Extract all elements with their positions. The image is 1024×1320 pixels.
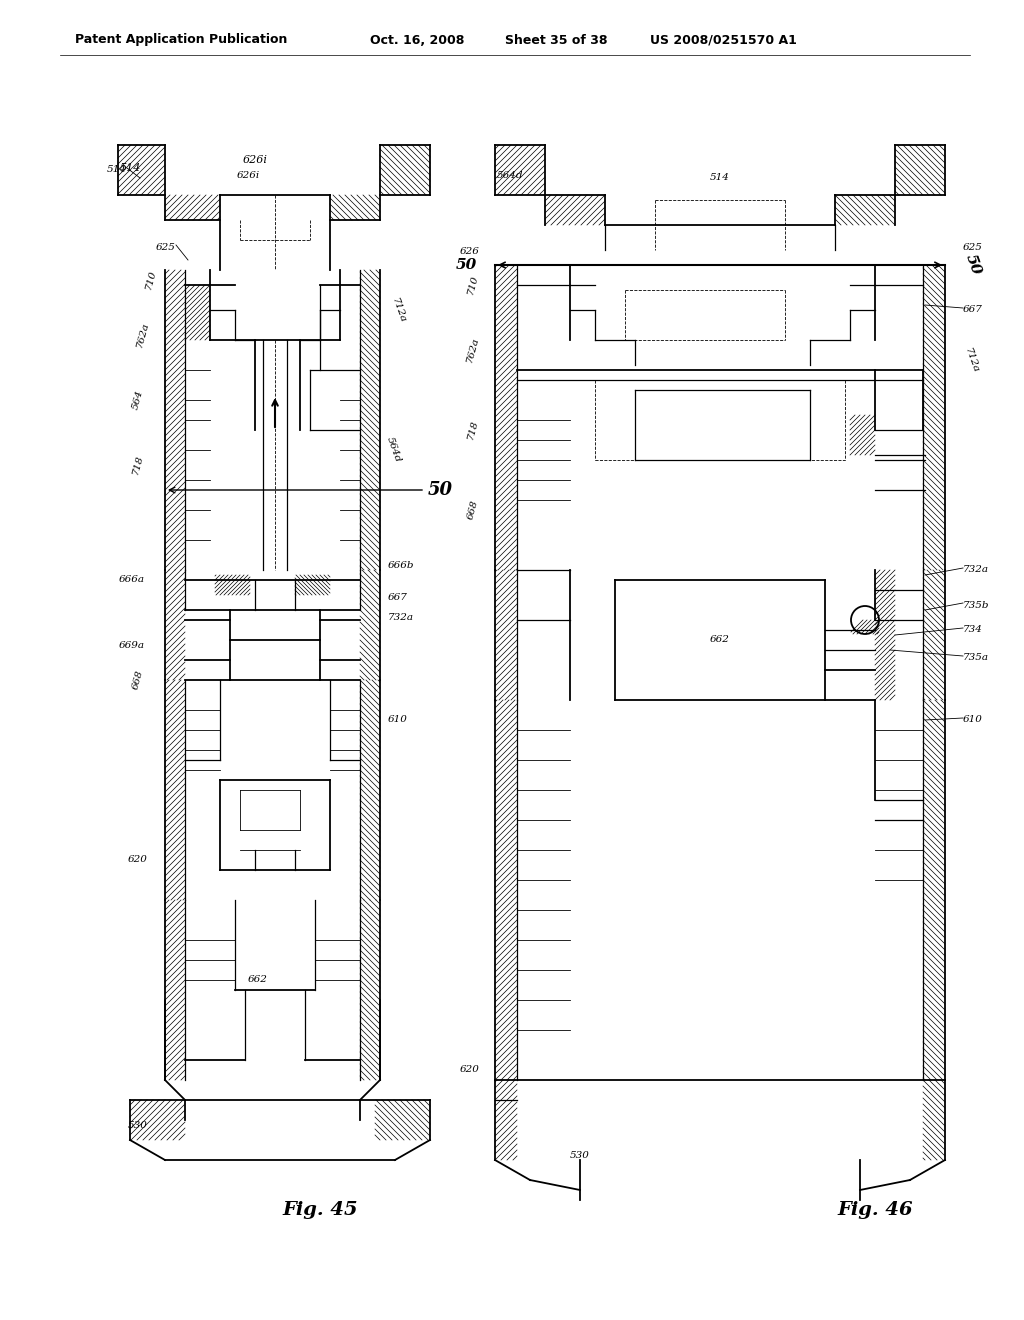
- Text: Oct. 16, 2008: Oct. 16, 2008: [370, 33, 464, 46]
- Text: 620: 620: [128, 855, 148, 865]
- Text: 50: 50: [963, 252, 983, 277]
- Text: 626i: 626i: [237, 170, 260, 180]
- Text: 610: 610: [388, 715, 408, 725]
- Text: Fig. 45: Fig. 45: [283, 1201, 357, 1218]
- Text: 662: 662: [710, 635, 730, 644]
- Text: 710: 710: [144, 269, 158, 290]
- Text: 530: 530: [128, 1121, 148, 1130]
- Text: 732a: 732a: [388, 614, 414, 623]
- Text: 734: 734: [963, 626, 983, 635]
- Text: 762a: 762a: [465, 337, 480, 364]
- Text: 735a: 735a: [963, 653, 989, 663]
- Text: 669a: 669a: [119, 640, 145, 649]
- Text: 564d: 564d: [385, 436, 402, 465]
- Text: 626i: 626i: [243, 154, 267, 165]
- Text: 668: 668: [131, 669, 145, 690]
- Text: 668: 668: [466, 499, 480, 521]
- Text: 666a: 666a: [119, 576, 145, 585]
- Text: 718: 718: [466, 420, 480, 441]
- Text: 712a: 712a: [963, 346, 980, 374]
- Text: 50: 50: [456, 257, 477, 272]
- Text: 666b: 666b: [388, 561, 415, 569]
- Text: 620: 620: [460, 1065, 480, 1074]
- Text: 667: 667: [388, 594, 408, 602]
- Text: 564: 564: [131, 389, 145, 411]
- Text: Patent Application Publication: Patent Application Publication: [75, 33, 288, 46]
- Text: 514: 514: [108, 165, 127, 174]
- Text: 514: 514: [710, 173, 730, 182]
- Text: Fig. 46: Fig. 46: [838, 1201, 912, 1218]
- Text: 762a: 762a: [134, 321, 150, 348]
- Text: 610: 610: [963, 715, 983, 725]
- Text: 712a: 712a: [390, 296, 408, 323]
- Text: 667: 667: [963, 305, 983, 314]
- Text: 718: 718: [131, 454, 145, 475]
- Text: 710: 710: [466, 275, 480, 296]
- Text: 625: 625: [156, 243, 176, 252]
- Text: 735b: 735b: [963, 601, 989, 610]
- Text: 626: 626: [460, 248, 480, 256]
- Text: 50: 50: [428, 480, 453, 499]
- Text: 514: 514: [120, 162, 140, 173]
- Text: Sheet 35 of 38: Sheet 35 of 38: [505, 33, 607, 46]
- Text: 564d: 564d: [497, 170, 523, 180]
- Text: 530: 530: [570, 1151, 590, 1159]
- Text: US 2008/0251570 A1: US 2008/0251570 A1: [650, 33, 797, 46]
- Text: 625: 625: [963, 243, 983, 252]
- Text: 732a: 732a: [963, 565, 989, 574]
- Text: 662: 662: [248, 975, 268, 985]
